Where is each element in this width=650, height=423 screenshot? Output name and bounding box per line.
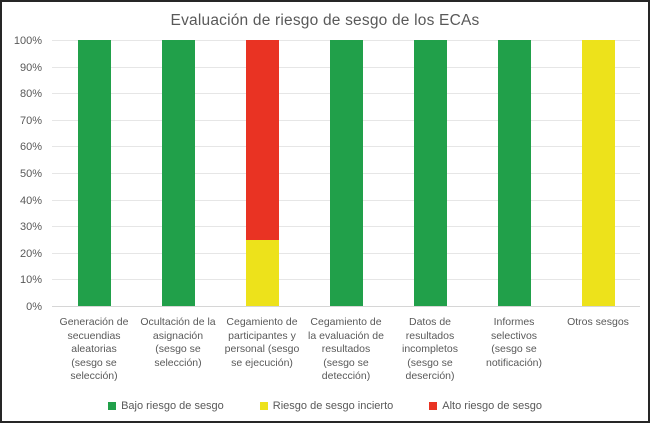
y-axis: 0% 10% 20% 30% 40% 50% 60% 70% 80% 90% 100%	[2, 35, 52, 313]
y-tick-label: 20%	[19, 247, 42, 260]
bar-segment	[245, 40, 279, 240]
bar-stack	[329, 40, 363, 306]
y-tick-label: 100%	[13, 35, 42, 47]
bar-stack	[497, 40, 531, 306]
x-category-label: Cegamiento de participantes y personal (…	[224, 316, 300, 369]
bar-segment	[161, 40, 195, 306]
legend-swatch-icon	[429, 402, 438, 410]
legend-item: Riesgo de sesgo incierto	[259, 400, 394, 412]
bar-segment	[581, 40, 615, 306]
y-tick-label: 10%	[19, 274, 42, 287]
bar-stack	[413, 40, 447, 306]
bar-segment	[329, 40, 363, 306]
bar-column	[220, 40, 304, 306]
legend-item: Alto riesgo de sesgo	[429, 400, 542, 412]
y-tick-label: 70%	[19, 114, 42, 127]
y-tick-label: 0%	[26, 301, 42, 313]
y-tick-label: 90%	[19, 61, 42, 74]
legend-swatch-icon	[108, 402, 117, 410]
y-tick-label: 80%	[19, 88, 42, 101]
x-category-label: Otros sesgos	[567, 316, 629, 328]
plot-row: 0% 10% 20% 30% 40% 50% 60% 70% 80% 90% 100%	[2, 35, 648, 313]
y-tick-label: 60%	[19, 141, 42, 154]
x-category-label: Informes selectivos (sesgo se notificaci…	[485, 316, 543, 369]
bar-segment	[245, 239, 279, 306]
bar-column	[388, 40, 472, 306]
bar-stack	[581, 40, 615, 306]
x-category-label: Generación de secuendias aleatorias (ses…	[59, 316, 129, 382]
plot-area	[52, 40, 640, 307]
x-category-label: Cegamiento de la evaluación de resultado…	[308, 316, 384, 382]
bars	[52, 40, 640, 306]
bar-segment	[497, 40, 531, 306]
legend-label: Alto riesgo de sesgo	[442, 400, 542, 412]
y-tick-label: 50%	[19, 168, 42, 180]
bar-column	[136, 40, 220, 306]
x-category-label: Datos de resultados incompletos (sesgo s…	[401, 316, 459, 382]
chart-title: Evaluación de riesgo de sesgo de los ECA…	[170, 12, 480, 29]
y-tick-label: 30%	[19, 221, 42, 234]
bar-column	[304, 40, 388, 306]
x-axis-labels: Generación de secuendias aleatorias (ses…	[52, 307, 640, 396]
legend: Bajo riesgo de sesgo Riesgo de sesgo inci…	[2, 396, 648, 416]
bar-column	[52, 40, 136, 306]
bar-stack	[77, 40, 111, 306]
x-category-label: Ocultación de la asignación (sesgo se se…	[140, 316, 216, 369]
bar-segment	[77, 40, 111, 306]
bar-column	[556, 40, 640, 306]
legend-item: Bajo riesgo de sesgo	[108, 400, 224, 412]
legend-label: Bajo riesgo de sesgo	[121, 400, 224, 412]
bar-segment	[413, 40, 447, 306]
bar-stack	[161, 40, 195, 306]
y-tick-label: 40%	[19, 194, 42, 207]
legend-swatch-icon	[259, 402, 268, 410]
bar-stack	[245, 40, 279, 306]
bar-column	[472, 40, 556, 306]
legend-label: Riesgo de sesgo incierto	[272, 400, 394, 412]
